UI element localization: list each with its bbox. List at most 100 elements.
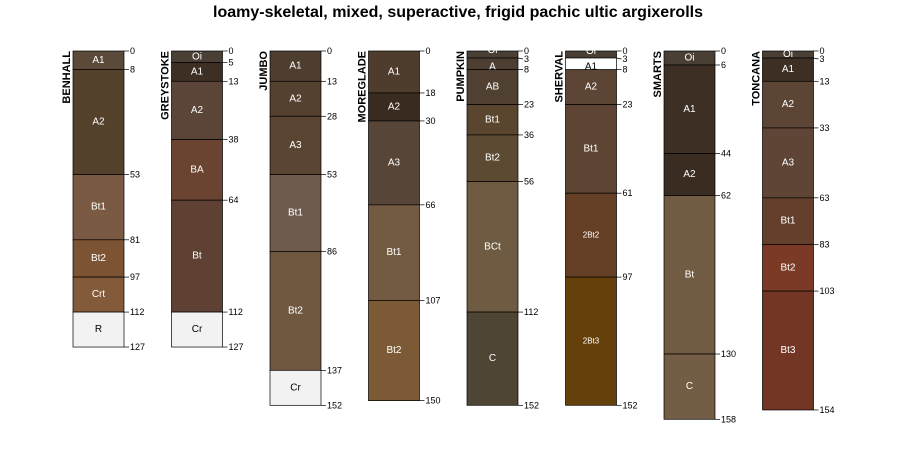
depth-label-moreglade: 0 (426, 46, 431, 56)
depth-label-toncana: 154 (820, 405, 835, 415)
horizon-moreglade-bt1 (368, 204, 420, 301)
horizon-label-moreglade-bt2: Bt2 (386, 345, 401, 356)
depth-label-pumpkin: 36 (524, 130, 534, 140)
horizon-smarts-a1 (663, 64, 716, 154)
horizon-jumbo-bt2 (269, 251, 322, 371)
depth-label-pumpkin: 112 (524, 307, 538, 317)
horizon-greystoke-cr (171, 311, 223, 348)
horizon-jumbo-bt1 (269, 174, 322, 252)
horizon-label-benhall-bt2: Bt2 (91, 253, 106, 264)
horizon-label-benhall-bt1: Bt1 (91, 202, 106, 213)
depth-label-jumbo: 13 (327, 76, 337, 86)
depth-label-smarts: 6 (721, 60, 726, 70)
horizon-pumpkin-c (466, 311, 519, 406)
profile-smarts: SMARTS Oi A1 A2 Bt C 0 6 44 62 130 158 (652, 46, 736, 424)
horizon-greystoke-bt (171, 199, 223, 313)
horizon-label-benhall-a2: A2 (92, 117, 105, 128)
depth-label-moreglade: 66 (426, 200, 436, 210)
depth-tick-toncana (813, 57, 819, 60)
depth-label-greystoke: 5 (229, 58, 234, 68)
depth-label-smarts: 0 (721, 46, 726, 56)
horizon-label-greystoke-oi: Oi (192, 51, 202, 62)
depth-label-smarts: 44 (721, 149, 731, 159)
depth-label-toncana: 103 (820, 286, 835, 296)
horizon-smarts-a2 (663, 153, 716, 196)
horizon-sherval-2bt2 (565, 192, 617, 278)
horizon-jumbo-a3 (269, 115, 322, 175)
profile-pumpkin: PUMPKIN Oi A AB Bt1 Bt2 BCt C 038 23 36 56 112 152 (455, 45, 539, 410)
horizon-jumbo-a2 (269, 80, 322, 117)
horizon-benhall-bt1 (72, 174, 125, 241)
depth-label-benhall: 8 (130, 65, 135, 75)
horizon-label-toncana-bt1: Bt1 (780, 216, 795, 227)
depth-label-sherval: 8 (623, 65, 628, 75)
profiles-layer: BENHALL A1 A2 Bt1 Bt2 Crt R 0 8 5 3 81 97 112 127 GREYS… (61, 45, 835, 424)
horizon-toncana-bt2 (762, 244, 814, 292)
horizon-label-benhall-r: R (95, 324, 102, 335)
profile-toncana: TONCANA Oi A1 A2 A3 Bt1 Bt2 Bt3 03 13 33 63 83 103 154 (751, 46, 835, 415)
chart-title: loamy-skeletal, mixed, superactive, frig… (213, 4, 703, 21)
horizon-label-benhall-crt: Crt (92, 289, 106, 300)
depth-label-moreglade: 18 (426, 88, 436, 98)
horizon-label-sherval-a1: A1 (585, 61, 598, 72)
horizon-label-pumpkin-ab: AB (486, 82, 500, 93)
horizon-moreglade-bt2 (368, 300, 420, 401)
depth-label-sherval: 61 (623, 188, 633, 198)
horizon-label-greystoke-ba: BA (190, 164, 204, 175)
horizon-jumbo-cr (269, 369, 322, 406)
depth-label-smarts: 62 (721, 191, 731, 201)
horizon-label-greystoke-a1: A1 (191, 66, 204, 77)
depth-tick-pumpkin (517, 57, 524, 60)
horizon-label-pumpkin-a: A (489, 61, 496, 72)
depth-label-pumpkin: 152 (524, 400, 539, 410)
depth-label-sherval: 0 (623, 46, 628, 56)
depth-label-sherval: 97 (623, 272, 633, 282)
depth-label-jumbo: 86 (327, 246, 337, 256)
profile-greystoke: GREYSTOKE Oi A1 A2 BA Bt Cr 0 5 13 38 64 112 127 (160, 46, 244, 352)
horizon-label-jumbo-a1: A1 (289, 61, 302, 72)
horizon-label-jumbo-a3: A3 (289, 140, 302, 151)
depth-label-jumbo: 28 (327, 111, 337, 121)
depth-label-pumpkin: 0 (524, 46, 529, 56)
horizon-label-benhall-a1: A1 (92, 55, 105, 66)
horizon-sherval-bt1 (565, 104, 617, 194)
depth-label-benhall: 81 (130, 235, 140, 245)
depth-label-moreglade: 107 (426, 295, 441, 305)
profile-name-benhall: BENHALL (61, 51, 73, 104)
profile-name-greystoke: GREYSTOKE (160, 51, 172, 120)
horizon-sherval-a2 (565, 69, 617, 105)
horizon-label-jumbo-bt2: Bt2 (288, 305, 303, 316)
profile-moreglade: MOREGLADE A1 A2 A3 Bt1 Bt2 0 18 30 66 107 150 (357, 46, 441, 406)
horizon-label-jumbo-bt1: Bt1 (288, 208, 303, 219)
depth-label-toncana: 3 (820, 54, 825, 64)
depth-label-benhall: 0 (130, 46, 135, 56)
horizon-toncana-a3 (762, 127, 814, 199)
horizon-label-smarts-a1: A1 (683, 104, 696, 115)
horizon-label-pumpkin-c: C (489, 353, 496, 364)
profile-sherval: SHERVAL Oi A1 A2 Bt1 2Bt2 2Bt3 038 23 61 97 152 (554, 46, 638, 410)
horizon-smarts-bt (663, 195, 716, 355)
profile-name-sherval: SHERVAL (554, 51, 566, 103)
horizon-toncana-bt3 (762, 290, 814, 411)
horizon-label-jumbo-a2: A2 (289, 93, 302, 104)
depth-label-toncana: 0 (820, 46, 825, 56)
depth-label-pumpkin: 56 (524, 177, 534, 187)
horizon-toncana-bt1 (762, 197, 814, 245)
profile-benhall: BENHALL A1 A2 Bt1 Bt2 Crt R 0 8 53 81 97 112 127 (61, 46, 145, 352)
depth-label-smarts: 130 (721, 349, 736, 359)
horizon-label-jumbo-cr: Cr (290, 382, 301, 393)
depth-label-moreglade: 30 (426, 116, 436, 126)
depth-label-greystoke: 127 (229, 342, 244, 352)
horizon-label-moreglade-a2: A2 (388, 101, 401, 112)
horizon-label-greystoke-cr: Cr (192, 324, 203, 335)
horizon-label-toncana-bt3: Bt3 (780, 345, 795, 356)
depth-label-jumbo: 152 (327, 400, 342, 410)
horizon-label-pumpkin-bt2: Bt2 (485, 153, 500, 164)
depth-label-jumbo: 0 (327, 46, 332, 56)
depth-label-benhall: 127 (130, 342, 145, 352)
horizon-benhall-a2 (72, 69, 125, 175)
horizon-label-toncana-a1: A1 (782, 64, 795, 75)
profile-name-pumpkin: PUMPKIN (455, 51, 467, 102)
horizon-label-pumpkin-oi: Oi (488, 45, 498, 56)
